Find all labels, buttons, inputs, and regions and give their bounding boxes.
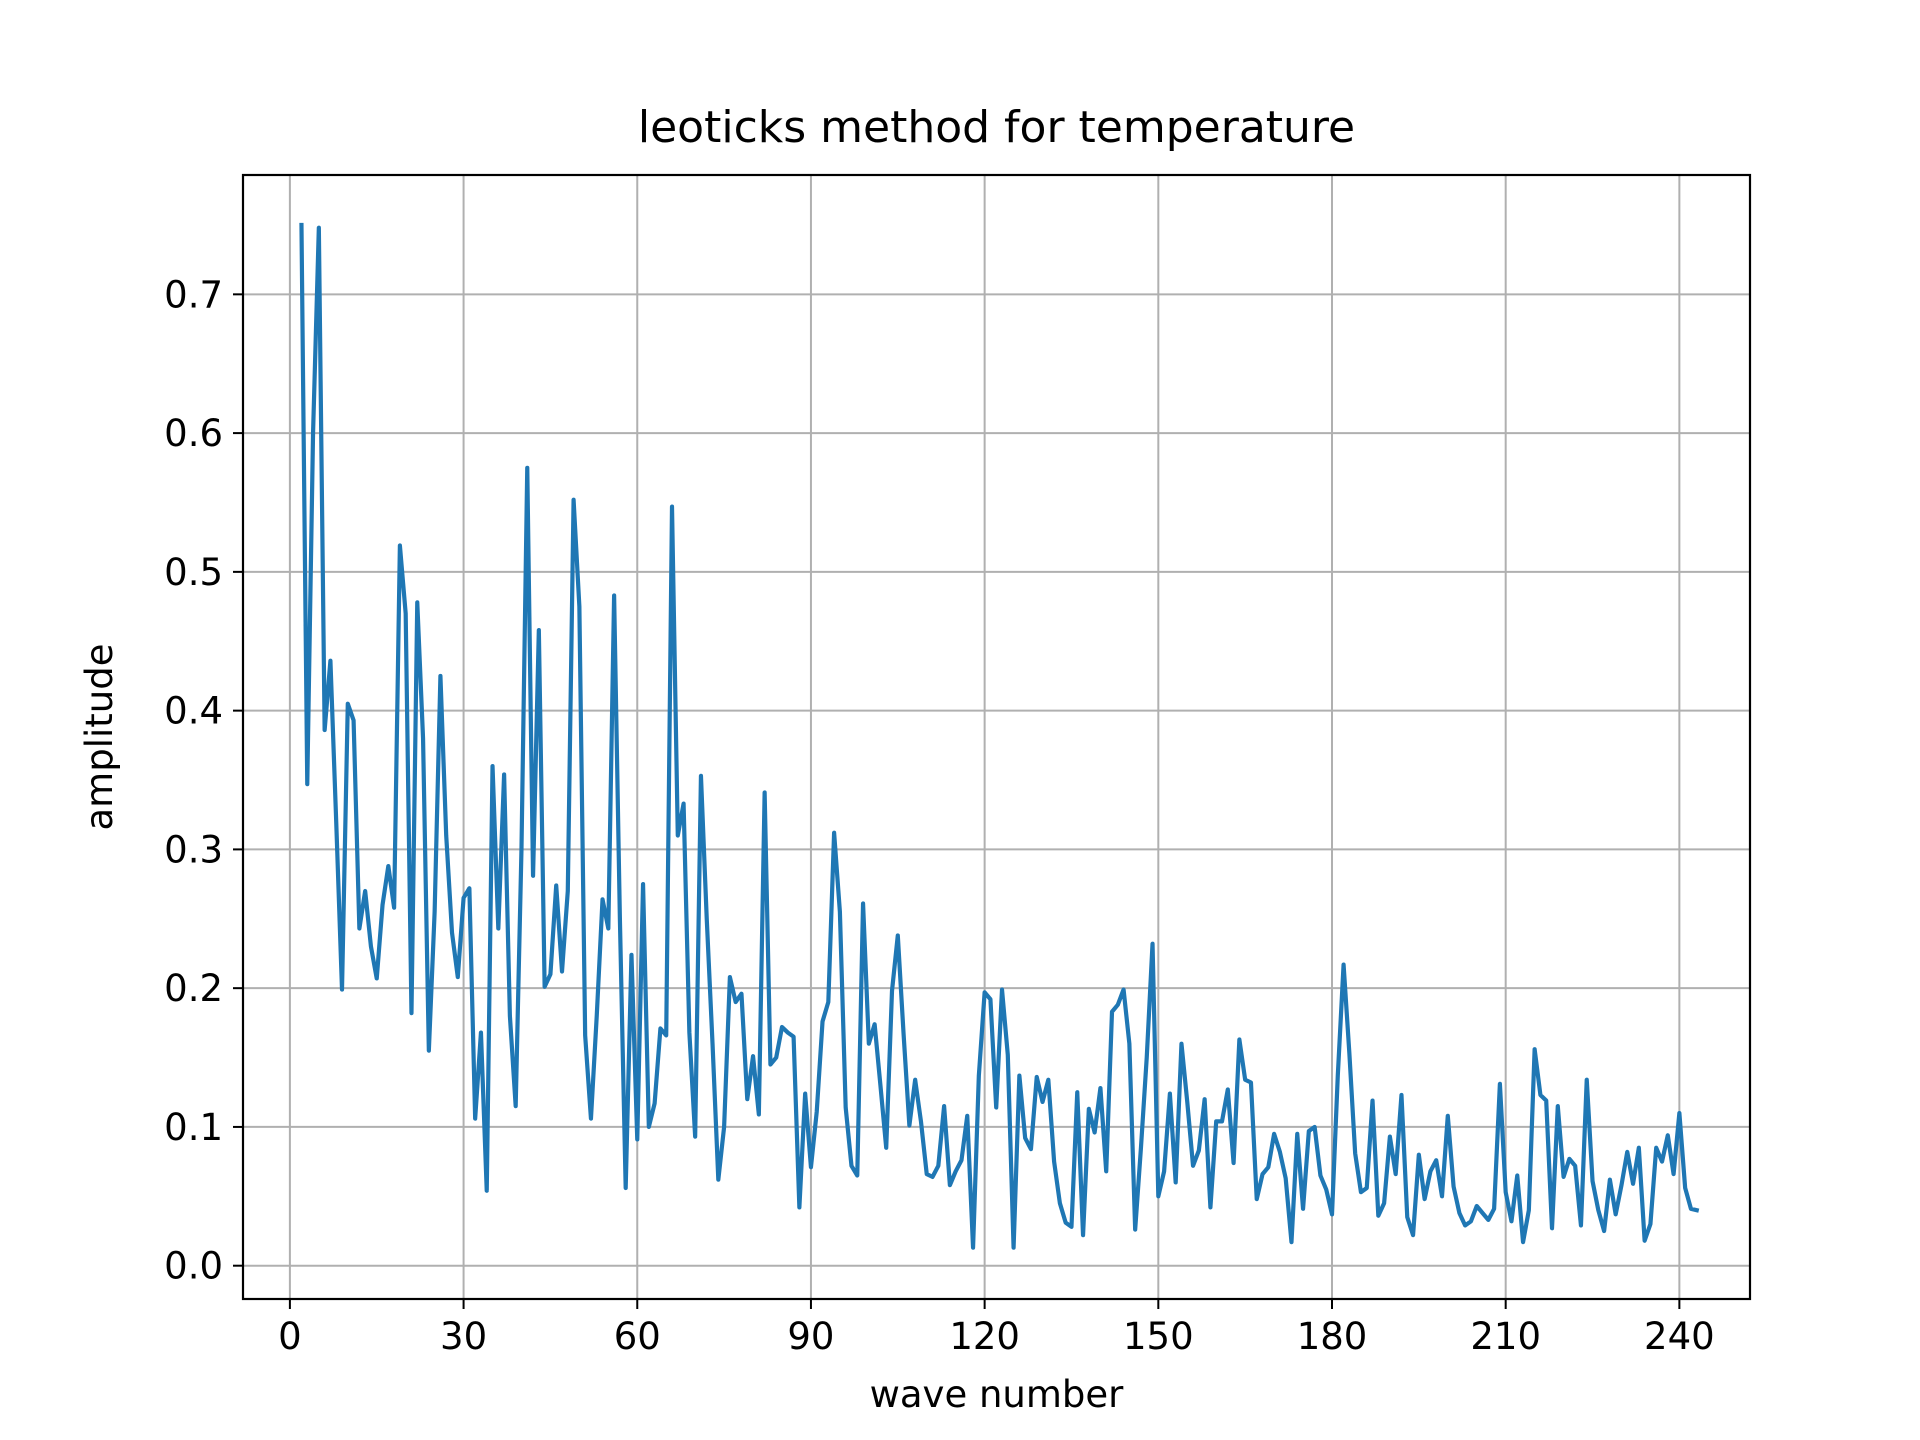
y-tick-label: 0.0 xyxy=(164,1245,223,1288)
grid-lines xyxy=(243,175,1750,1299)
x-axis-label: wave number xyxy=(870,1373,1125,1416)
x-tick-label: 240 xyxy=(1644,1315,1715,1358)
x-tick-label: 150 xyxy=(1123,1315,1194,1358)
y-tick-label: 0.3 xyxy=(164,828,223,871)
y-tick-label: 0.1 xyxy=(164,1106,223,1149)
y-tick-label: 0.4 xyxy=(164,690,223,733)
y-axis-label: amplitude xyxy=(78,644,121,831)
axis-ticks: 0 30 60 90 120 150 180 210 240 0.0 0.1 0.2 0.3 0.4 0.5… xyxy=(164,273,1715,1358)
x-tick-label: 0 xyxy=(278,1315,302,1358)
x-tick-label: 90 xyxy=(787,1315,834,1358)
series-line xyxy=(299,222,1700,1250)
chart-title: leoticks method for temperature xyxy=(638,102,1355,153)
y-tick-label: 0.5 xyxy=(164,551,223,594)
x-tick-label: 60 xyxy=(614,1315,661,1358)
x-tick-label: 120 xyxy=(949,1315,1020,1358)
x-tick-label: 180 xyxy=(1297,1315,1368,1358)
y-tick-label: 0.6 xyxy=(164,412,223,455)
plot-area-frame xyxy=(241,173,1752,1301)
y-tick-label: 0.2 xyxy=(164,967,223,1010)
x-tick-label: 210 xyxy=(1470,1315,1541,1358)
y-tick-label: 0.7 xyxy=(164,273,223,316)
series-layer xyxy=(299,222,1700,1250)
x-tick-label: 30 xyxy=(440,1315,487,1358)
